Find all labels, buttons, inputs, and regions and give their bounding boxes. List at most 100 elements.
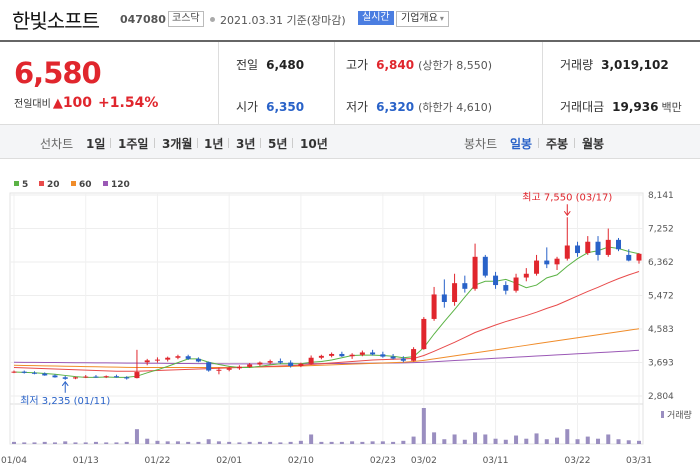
period-5y[interactable]: 5년 [268, 137, 288, 151]
volume-bar [22, 442, 27, 444]
volume-bar [329, 441, 334, 444]
candle-body [400, 358, 406, 361]
candle-body [21, 371, 27, 373]
x-tick-label: 02/01 [216, 456, 242, 466]
y-tick-label: 5,472 [648, 292, 674, 302]
y-tick-label: 3,693 [648, 359, 674, 369]
candle-body [52, 375, 58, 378]
chart-toolbar: 선차트 1일 1주일 3개월 1년 3년 5년 10년 봉차트 일봉 주봉 월봉 [0, 125, 700, 159]
change-label: 전일대비 [14, 99, 51, 110]
volume-bar [298, 440, 303, 444]
candle-weekly[interactable]: 주봉 [546, 137, 569, 151]
realtime-button[interactable]: 실시간 [358, 11, 394, 25]
ma20-line [13, 271, 640, 372]
period-1y[interactable]: 1년 [204, 137, 224, 151]
volume-legend-swatch [661, 411, 664, 418]
open-price: 시가 6,350 [236, 100, 305, 114]
candle-body [31, 372, 37, 374]
volume-bar [462, 439, 467, 444]
candle-body [165, 357, 171, 360]
candle-body [452, 283, 458, 302]
candle-body [144, 360, 150, 363]
candle-body [411, 349, 417, 361]
volume-bar [503, 439, 508, 444]
volume-bar [452, 434, 457, 444]
volume-bar [319, 441, 324, 444]
stock-header: 한빛소프트 047080 코스닥 2021.03.31 기준(장마감) 실시간 … [0, 0, 700, 40]
candle-body [206, 362, 212, 371]
candle-body [11, 371, 17, 373]
candle-body [421, 318, 427, 350]
volume-bar [391, 441, 396, 444]
candle-body [616, 239, 622, 250]
price-summary: 6,580 전일대비 ▲100 +1.54% 전일 6,480 고가 6,840 (상한가… [0, 40, 700, 127]
candle-body [195, 358, 201, 362]
x-tick-label: 01/04 [1, 456, 27, 466]
volume-bar [411, 436, 416, 444]
period-1d[interactable]: 1일 [86, 137, 106, 151]
volume-bar [175, 441, 180, 444]
candle-body [277, 361, 283, 363]
market-badge: 코스닥 [168, 11, 204, 27]
volume-bar [247, 441, 252, 444]
chart-frame [9, 192, 644, 445]
volume-bar [360, 441, 365, 444]
candle-body [329, 353, 335, 356]
y-tick-label: 7,252 [648, 224, 674, 234]
candle-body [257, 362, 263, 365]
volume-bar [42, 441, 47, 444]
volume-bar [432, 432, 437, 444]
candle-body [83, 376, 89, 378]
candle-body [185, 356, 191, 359]
candle-body [318, 355, 324, 358]
volume-bar [216, 441, 221, 444]
volume-bar [32, 442, 37, 444]
volume-bar [206, 439, 211, 444]
volume-bar [134, 429, 139, 444]
candle-body [216, 369, 222, 371]
x-tick-label: 02/10 [288, 456, 314, 466]
period-3m[interactable]: 3개월 [162, 137, 193, 151]
divider [260, 138, 261, 148]
current-price: 6,580 [14, 56, 102, 90]
candle-body [339, 353, 345, 357]
y-tick-label: 8,141 [648, 191, 674, 201]
volume-bar [155, 440, 160, 444]
volume-bar [514, 435, 519, 444]
volume-bar [63, 441, 68, 444]
candle-body [595, 241, 601, 255]
legend-swatch-5 [14, 181, 19, 186]
x-tick-label: 01/22 [144, 456, 170, 466]
volume-bar [165, 441, 170, 444]
volume-bar [278, 442, 283, 444]
volume-bar [288, 441, 293, 444]
candle-body [124, 377, 130, 379]
candle-body [93, 376, 99, 378]
high-annotation: 최고 7,550 (03/17) [522, 191, 612, 203]
y-tick-label: 4,583 [648, 325, 674, 335]
candle-monthly[interactable]: 월봉 [582, 137, 605, 151]
period-1w[interactable]: 1주일 [118, 137, 149, 151]
volume-bar [380, 441, 385, 444]
candle-body [544, 260, 550, 265]
candle-body [523, 273, 529, 278]
divider [154, 138, 155, 148]
period-3y[interactable]: 3년 [236, 137, 256, 151]
corp-info-dropdown[interactable]: 기업개요 ▾ [396, 11, 449, 27]
volume-bar [257, 441, 262, 444]
candle-body [503, 285, 509, 291]
stock-chart: 5 20 60 120 8,141 7,252 6,362 5,472 4,583 3,693 2,… [0, 168, 700, 476]
prev-close: 전일 6,480 [236, 58, 305, 72]
period-10y[interactable]: 10년 [300, 137, 328, 151]
volume-bar [596, 438, 601, 444]
candle-daily[interactable]: 일봉 [510, 137, 533, 151]
volume-bar [114, 442, 119, 444]
candle-body [226, 368, 232, 370]
x-tick-label: 02/23 [370, 456, 396, 466]
candle-body [390, 356, 396, 359]
divider [574, 138, 575, 148]
volume-bar [350, 441, 355, 444]
volume-bar [493, 438, 498, 444]
candle-chart-label: 봉차트 [464, 137, 498, 151]
chevron-down-icon: ▾ [439, 14, 444, 23]
